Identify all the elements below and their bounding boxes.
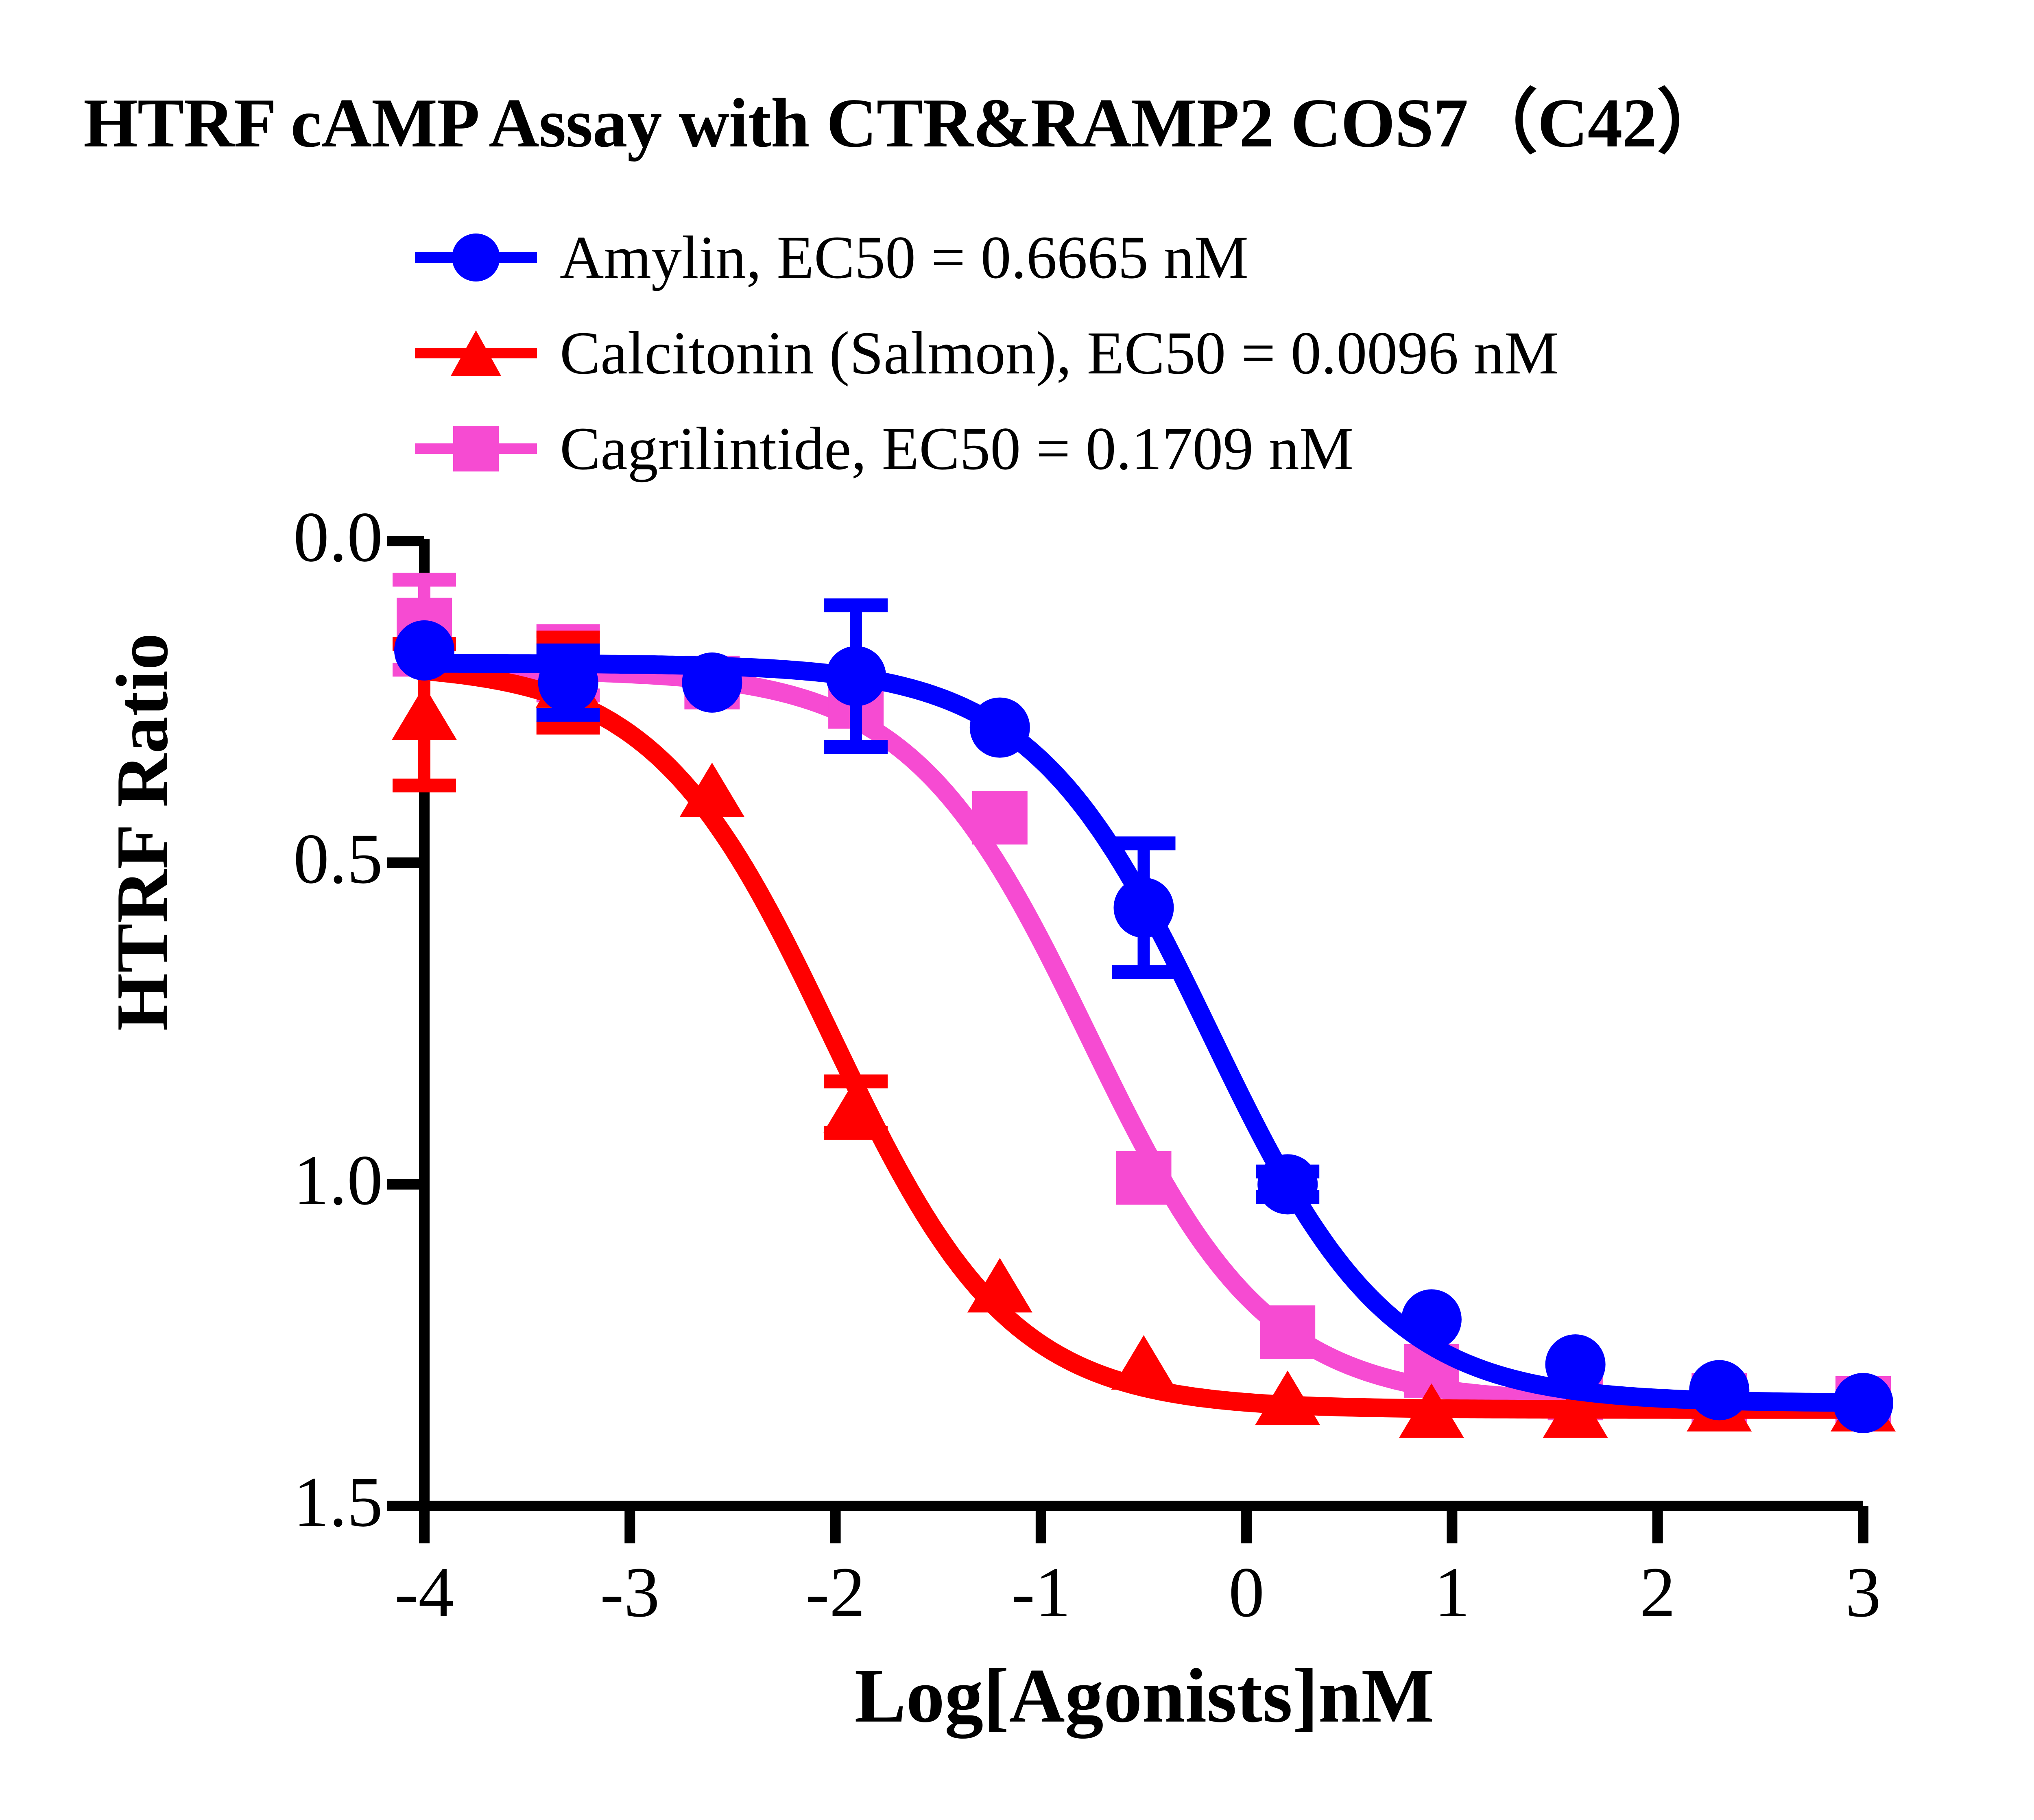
y-tick-label: 1.5 (293, 1462, 383, 1542)
legend-item-amylin[interactable]: Amylin, EC50 = 0.6665 nM (415, 209, 1558, 305)
data-point-circle[interactable] (1113, 877, 1174, 938)
y-tick-label: 0.0 (293, 498, 383, 577)
data-point-circle[interactable] (1833, 1373, 1893, 1433)
axis-ticks (387, 536, 1868, 1543)
series-calcitonin-salmon[interactable] (392, 631, 1896, 1438)
fit-curve (415, 661, 1873, 1412)
chart-title: HTRF cAMP Assay with CTR&RAMP2 COS7（C42） (83, 85, 1727, 162)
data-point-circle[interactable] (682, 652, 742, 713)
legend-marker-circle-icon (415, 231, 537, 284)
data-point-circle[interactable] (1401, 1289, 1462, 1350)
legend-label-calcitonin: Calcitonin (Salmon), EC50 = 0.0096 nM (560, 319, 1559, 387)
x-tick-label: -2 (805, 1553, 865, 1632)
data-point-triangle[interactable] (967, 1258, 1032, 1313)
x-tick-label: 0 (1229, 1553, 1265, 1632)
x-tick-label: 3 (1845, 1553, 1881, 1632)
legend-item-calcitonin[interactable]: Calcitonin (Salmon), EC50 = 0.0096 nM (415, 305, 1558, 401)
x-tick-label: 2 (1639, 1553, 1676, 1632)
series-cagrilintide[interactable] (393, 572, 1891, 1430)
data-point-circle[interactable] (394, 620, 454, 681)
data-point-circle[interactable] (826, 646, 886, 707)
fit-curve (415, 661, 1873, 1419)
data-point-triangle[interactable] (1399, 1383, 1464, 1438)
data-point-circle[interactable] (538, 652, 598, 713)
data-point-circle[interactable] (1257, 1154, 1318, 1215)
data-point-triangle[interactable] (823, 1078, 889, 1133)
data-point-square[interactable] (1116, 1151, 1172, 1205)
data-point-triangle[interactable] (679, 762, 745, 817)
chart-legend: Amylin, EC50 = 0.6665 nM Calcitonin (Sal… (415, 209, 1558, 496)
legend-item-cagrilintide[interactable]: Cagrilintide, EC50 = 0.1709 nM (415, 401, 1558, 496)
x-tick-label: -3 (600, 1553, 660, 1632)
x-tick-label: -1 (1011, 1553, 1071, 1632)
legend-marker-square-icon (415, 422, 537, 475)
data-point-circle[interactable] (1689, 1360, 1750, 1421)
data-point-triangle[interactable] (392, 685, 457, 740)
data-point-triangle[interactable] (1255, 1370, 1320, 1425)
y-tick-label: 1.0 (293, 1141, 383, 1220)
data-point-circle[interactable] (1545, 1334, 1606, 1395)
fit-curve (415, 654, 1873, 1412)
legend-label-amylin: Amylin, EC50 = 0.6665 nM (560, 223, 1248, 291)
y-tick-label: 0.5 (293, 819, 383, 899)
data-point-square[interactable] (972, 790, 1028, 845)
legend-label-cagrilintide: Cagrilintide, EC50 = 0.1709 nM (560, 415, 1354, 482)
x-tick-label: -4 (394, 1553, 454, 1632)
x-tick-label: 1 (1434, 1553, 1470, 1632)
data-point-circle[interactable] (969, 697, 1030, 758)
x-axis-label: Log[Agonists]nM (854, 1653, 1434, 1739)
legend-marker-triangle-icon (415, 327, 537, 380)
series-amylin[interactable] (394, 598, 1893, 1433)
data-point-square[interactable] (1260, 1305, 1316, 1360)
data-point-triangle[interactable] (1543, 1383, 1608, 1438)
data-point-triangle[interactable] (1111, 1335, 1176, 1390)
